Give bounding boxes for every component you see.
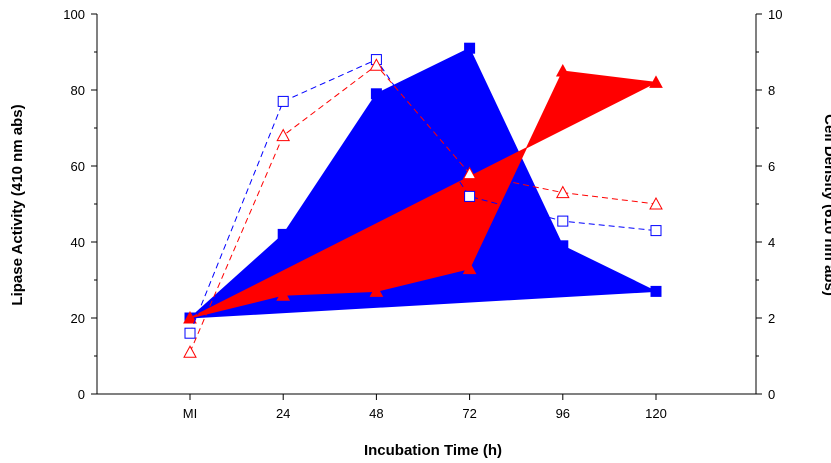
right-y-tick-label-1: 2 (768, 311, 775, 326)
right-y-axis-title: Cell Density (610 nm abs) (821, 114, 831, 296)
series-0-point-3 (464, 42, 476, 54)
left-y-tick-label-0: 0 (78, 387, 85, 402)
series-2-point-4 (557, 215, 569, 227)
series-1-point-0 (183, 310, 197, 324)
left-y-tick-label-4: 80 (71, 83, 85, 98)
series-1-point-5 (649, 75, 663, 88)
series-1-point-4 (555, 63, 570, 77)
series-1-point-1 (276, 288, 291, 301)
right-y-tick-label-4: 8 (768, 83, 775, 98)
series-0-point-1 (277, 228, 289, 240)
series-3-point-3 (462, 166, 477, 180)
right-y-tick-label-0: 0 (768, 387, 775, 402)
x-tick-label-2: 48 (369, 406, 383, 421)
x-tick-label-4: 96 (556, 406, 570, 421)
series-2-point-0 (184, 327, 196, 339)
series-2-line (189, 58, 657, 334)
plot-layer (183, 42, 663, 358)
left-y-tick-label-5: 100 (63, 7, 85, 22)
left-y-tick-label-1: 20 (71, 311, 85, 326)
series-0-point-2 (370, 88, 382, 100)
right-y-tick-label-3: 6 (768, 159, 775, 174)
right-y-tick-label-2: 4 (768, 235, 775, 250)
series-2-point-3 (464, 190, 476, 202)
series-2-point-5 (650, 225, 662, 237)
left-y-tick-label-3: 60 (71, 159, 85, 174)
series-0-point-4 (557, 240, 569, 252)
right-y-tick-label-5: 10 (768, 7, 782, 22)
x-tick-label-5: 120 (645, 406, 667, 421)
series-3-point-5 (649, 196, 663, 210)
left-y-tick-label-2: 40 (71, 235, 85, 250)
x-axis-title: Incubation Time (h) (364, 442, 502, 459)
series-3-point-4 (555, 185, 570, 199)
x-tick-label-1: 24 (276, 406, 290, 421)
series-3-point-2 (369, 58, 384, 71)
series-3-point-0 (183, 345, 197, 358)
series-1-point-3 (462, 261, 477, 275)
series-3-point-1 (276, 128, 291, 142)
x-tick-label-0: MI (183, 406, 197, 421)
series-1-point-2 (369, 284, 384, 297)
left-y-axis-title: Lipase Activity (410 nm abs) (9, 104, 26, 305)
series-0-point-5 (650, 285, 662, 297)
series-2-point-1 (277, 95, 289, 107)
x-tick-label-3: 72 (462, 406, 476, 421)
series-3-line (189, 64, 657, 353)
